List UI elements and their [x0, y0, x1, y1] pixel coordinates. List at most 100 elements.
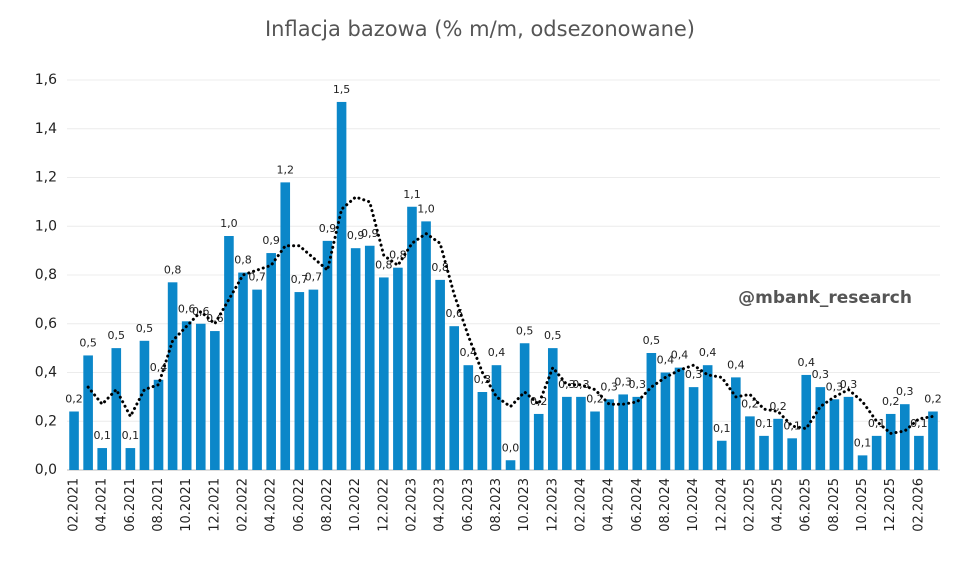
- data-label: 0,3: [896, 385, 914, 398]
- data-label: 0,3: [600, 380, 618, 393]
- bar: [519, 343, 530, 470]
- x-tick-label: 04.2024: [602, 478, 617, 532]
- data-label: 0,1: [783, 419, 801, 432]
- bar: [702, 365, 713, 470]
- data-label: 0,3: [474, 373, 492, 386]
- data-label: 0,4: [699, 346, 717, 359]
- x-tick-label: 06.2022: [292, 478, 307, 532]
- bar: [280, 182, 291, 470]
- bar: [787, 438, 797, 470]
- bar: [660, 372, 671, 470]
- x-tick-label: 12.2021: [207, 478, 222, 532]
- x-tick-label: 02.2022: [236, 478, 251, 532]
- data-label: 0,4: [727, 358, 745, 371]
- bar: [322, 240, 333, 470]
- bar: [308, 289, 319, 470]
- bar: [899, 404, 910, 470]
- data-label: 0,2: [769, 400, 787, 413]
- data-label: 1,5: [333, 83, 351, 96]
- y-tick-label: 0,8: [35, 267, 57, 283]
- bar: [449, 326, 460, 470]
- bar: [857, 455, 868, 470]
- data-label: 0,7: [248, 271, 266, 284]
- bar: [815, 387, 826, 470]
- x-tick-label: 10.2025: [855, 478, 870, 532]
- bar: [238, 272, 248, 470]
- bar: [716, 440, 727, 470]
- bar: [336, 101, 347, 470]
- data-label: 0,7: [291, 273, 309, 286]
- data-label: 0,1: [910, 417, 928, 430]
- y-tick-label: 1,6: [35, 72, 57, 88]
- bar: [379, 277, 389, 470]
- data-label: 0,3: [614, 375, 632, 388]
- bar: [688, 387, 699, 470]
- bar: [125, 448, 136, 470]
- data-label: 0,5: [136, 322, 154, 335]
- bar: [181, 321, 192, 470]
- data-label: 0,1: [755, 417, 773, 430]
- x-tick-label: 02.2025: [742, 478, 757, 532]
- bar: [111, 348, 122, 470]
- x-tick-label: 08.2022: [320, 478, 335, 532]
- bar: [801, 374, 812, 470]
- data-label: 0,5: [643, 334, 661, 347]
- x-tick-label: 06.2021: [123, 478, 138, 532]
- bar: [505, 460, 516, 470]
- data-label: 0,9: [347, 229, 365, 242]
- data-label: 0,0: [502, 441, 520, 454]
- bar: [69, 411, 79, 470]
- data-label: 0,2: [882, 395, 900, 408]
- x-tick-label: 02.2023: [404, 478, 419, 532]
- x-tick-label: 08.2023: [489, 478, 504, 532]
- bar: [210, 331, 220, 470]
- bar: [491, 365, 502, 470]
- bar: [928, 411, 938, 470]
- chart-title: Inflacja bazowa (% m/m, odsezonowane): [265, 17, 695, 41]
- data-label: 0,7: [305, 271, 323, 284]
- data-label: 0,8: [375, 258, 393, 271]
- y-tick-label: 1,2: [35, 170, 57, 186]
- bar: [421, 221, 431, 470]
- data-label: 0,3: [840, 378, 858, 391]
- data-label: 0,3: [629, 378, 647, 391]
- data-label: 0,5: [108, 329, 126, 342]
- bar: [393, 267, 403, 470]
- bar: [350, 248, 361, 470]
- data-label: 0,2: [586, 393, 604, 406]
- data-label: 0,5: [79, 336, 97, 349]
- bar: [533, 413, 544, 470]
- x-tick-label: 10.2021: [179, 478, 194, 532]
- data-label: 1,2: [277, 163, 295, 176]
- x-tick-label: 12.2022: [376, 478, 391, 532]
- bar: [773, 418, 783, 470]
- data-label: 0,3: [812, 368, 830, 381]
- x-tick-label: 02.2024: [573, 478, 588, 532]
- x-tick-label: 04.2022: [264, 478, 279, 532]
- bar: [139, 340, 150, 470]
- x-tick-label: 12.2024: [714, 478, 729, 532]
- bar: [364, 245, 375, 470]
- data-label: 0,5: [544, 329, 562, 342]
- watermark: @mbank_research: [738, 288, 912, 308]
- x-tick-label: 06.2024: [630, 478, 645, 532]
- y-tick-label: 0,6: [35, 316, 57, 332]
- data-label: 0,3: [558, 378, 576, 391]
- bar: [871, 435, 882, 470]
- x-tick-label: 06.2025: [799, 478, 814, 532]
- bar: [604, 399, 614, 470]
- data-label: 0,4: [488, 346, 506, 359]
- bar: [195, 323, 206, 470]
- data-label: 0,2: [65, 393, 83, 406]
- bar: [829, 399, 840, 470]
- data-label: 1,1: [403, 188, 421, 201]
- data-label: 0,1: [93, 429, 111, 442]
- data-label: 0,2: [741, 397, 759, 410]
- bar: [266, 253, 276, 470]
- bar: [252, 289, 262, 470]
- bar: [674, 367, 685, 470]
- x-tick-label: 10.2022: [348, 478, 363, 532]
- data-label: 0,3: [685, 368, 703, 381]
- trend-line: [86, 195, 935, 435]
